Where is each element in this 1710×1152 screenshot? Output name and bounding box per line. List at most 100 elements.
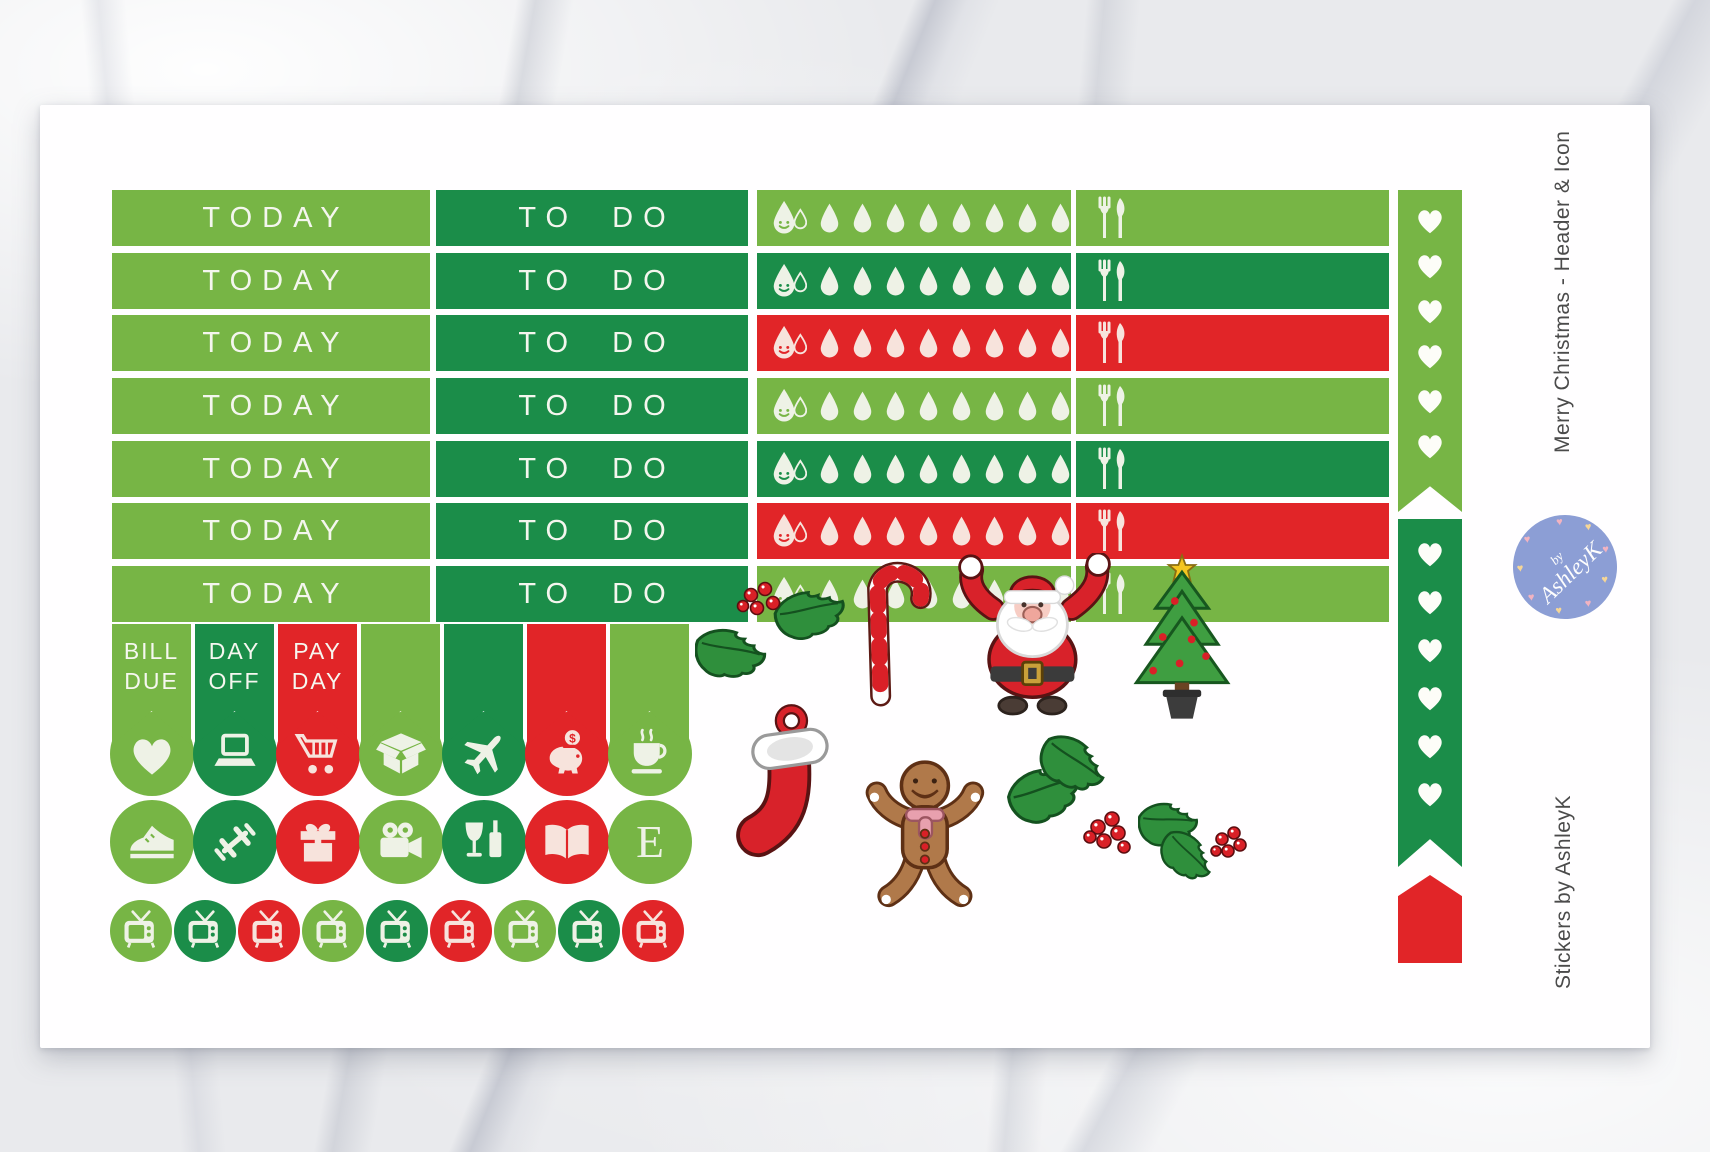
meal-tracker-sticker [1076,441,1389,497]
water-drop-icon [952,579,971,609]
water-drop-icon [853,266,872,296]
water-drop-icon [1018,203,1037,233]
tv-icon [188,910,220,949]
heart-icon [1418,435,1442,459]
water-drop-row [819,265,1071,297]
water-drop-icon [853,516,872,546]
water-drop-icon [853,579,872,609]
heart-icon [1418,639,1442,663]
today-header-sticker: TODAY [112,503,430,559]
today-label: TODAY [202,264,350,297]
badge-heart-icon: ♥ [1516,562,1525,576]
cutlery-icon [1098,196,1125,238]
water-drop-icon [853,203,872,233]
water-drop-smiley-icon [773,514,807,547]
water-drop-icon [820,454,839,484]
hydration-tracker-sticker [757,441,1071,497]
meal-tracker-sticker [1076,566,1389,622]
heart-icon [1418,687,1442,711]
tv-icon [316,910,348,949]
flag-label: PAY DAY [291,638,344,694]
hydration-tracker-sticker [757,378,1071,434]
cutlery-icon [1098,447,1125,489]
water-drop-icon [886,203,905,233]
heart-icon [1418,390,1442,414]
water-drop-icon [919,328,938,358]
tv-icon [444,910,476,949]
water-drop-icon [1051,516,1070,546]
tv-circle-sticker [622,900,684,962]
meal-tracker-sticker [1076,315,1389,371]
today-label: TODAY [202,514,350,547]
tv-circle-sticker [558,900,620,962]
shopping-cart-icon [294,733,338,774]
water-drop-icon [820,266,839,296]
water-drop-icon [985,391,1004,421]
water-drop-icon [853,328,872,358]
water-drop-icon [1018,328,1037,358]
water-drop-icon [952,203,971,233]
water-drop-smiley-icon [773,452,807,485]
badge-heart-icon: ♥ [1527,591,1536,605]
piggy-bank-icon: $ [549,730,583,774]
water-drop-icon [952,266,971,296]
open-box-icon [376,733,426,774]
water-drop-icon [985,454,1004,484]
sheet-title-vertical: Merry Christmas - Header & Icon [1551,130,1574,453]
water-drop-row [819,515,1071,547]
water-drop-icon [985,328,1004,358]
water-drop-icon [952,391,971,421]
water-drop-smiley-icon [773,389,807,422]
water-drop-row [819,202,1071,234]
heart-icon [1418,543,1442,567]
water-drop-icon [919,203,938,233]
water-drop-icon [1018,516,1037,546]
today-label: TODAY [202,389,350,422]
dumbbell-icon [214,823,256,861]
water-drop-icon [985,203,1004,233]
water-drop-icon [985,266,1004,296]
water-drop-icon [1018,391,1037,421]
badge-heart-icon: ♥ [1555,516,1564,529]
meal-tracker-sticker [1076,253,1389,309]
icon-circle-sticker: E [608,800,692,884]
water-drop-icon [853,454,872,484]
tv-circle-sticker [238,900,300,962]
heart-checklist-flag [1398,519,1462,867]
water-drop-row [819,390,1071,422]
icon-circle-sticker [359,800,443,884]
water-drop-icon [886,391,905,421]
heart-icon [1418,300,1442,324]
todo-header-sticker: TO DO [436,378,748,434]
letter-e-icon: E [636,816,664,867]
coffee-cup-icon [631,728,667,774]
todo-label: TO DO [518,452,676,485]
tv-icon [380,910,412,949]
todo-header-sticker: TO DO [436,503,748,559]
icon-circle-sticker [276,800,360,884]
water-drop-icon [886,454,905,484]
water-drop-icon [820,328,839,358]
water-drop-row [819,327,1071,359]
water-drop-icon [919,391,938,421]
water-drop-icon [952,516,971,546]
todo-label: TO DO [518,326,676,359]
water-drop-icon [985,516,1004,546]
badge-heart-icon: ♥ [1584,597,1593,611]
heart-icon [1418,210,1442,234]
wine-icon [465,820,502,858]
bill-due-flag: BILL DUE [112,624,191,745]
brand-badge-text: by AshleyK [1524,527,1607,608]
svg-text:E: E [636,816,664,867]
credit-text-vertical: Stickers by AshleyK [1552,795,1575,989]
heart-checklist-flag [1398,875,1462,963]
flag-label: DAY OFF [208,638,261,694]
tv-circle-sticker [110,900,172,962]
todo-header-sticker: TO DO [436,566,748,622]
water-drop-icon [952,454,971,484]
water-drop-icon [853,391,872,421]
badge-heart-icon: ♥ [1601,543,1610,556]
laptop-icon [214,733,256,766]
water-drop-icon [1018,266,1037,296]
